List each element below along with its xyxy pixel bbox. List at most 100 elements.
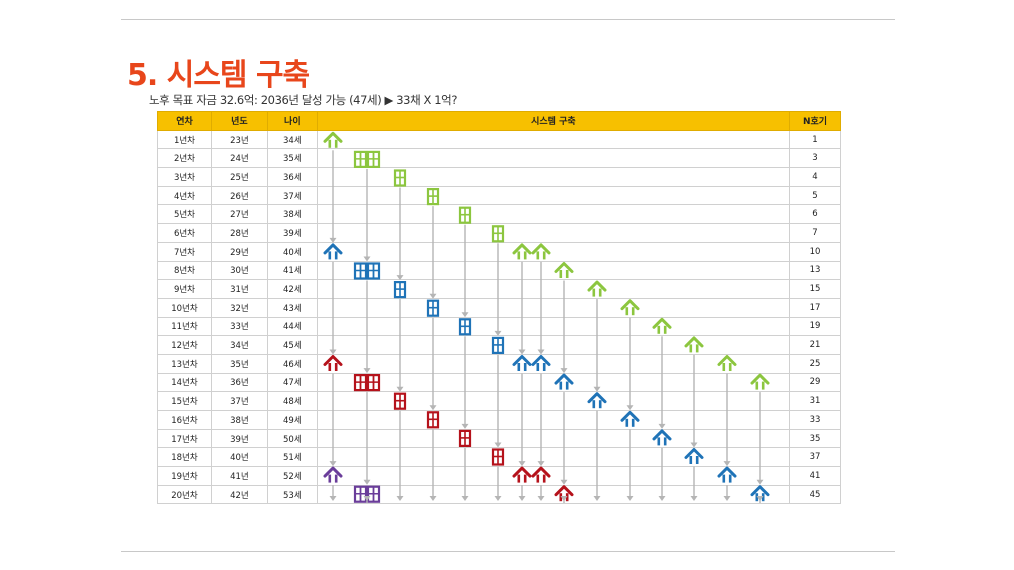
cell-system xyxy=(316,260,791,281)
column-header-age: 나이 xyxy=(266,111,318,131)
cell-age: 48세 xyxy=(266,391,318,411)
cell-system xyxy=(316,204,791,225)
cell-system xyxy=(316,148,791,169)
cell-year-count: 3년차 xyxy=(157,167,212,187)
table-row: 5년차 27년 38세 6 xyxy=(157,204,841,225)
table-row: 1년차 23년 34세 1 xyxy=(157,129,841,150)
cell-unit-count: 7 xyxy=(789,223,841,243)
cell-year: 25년 xyxy=(210,167,268,187)
cell-year-count: 15년차 xyxy=(157,391,212,411)
cell-unit-count: 13 xyxy=(789,260,841,281)
column-header-year-count: 연차 xyxy=(157,111,212,131)
table-header-row: 연차 년도 나이 시스템 구축 N호기 xyxy=(157,111,841,131)
cell-year: 40년 xyxy=(210,447,268,468)
cell-system xyxy=(316,279,791,299)
cell-unit-count: 37 xyxy=(789,447,841,468)
cell-unit-count: 45 xyxy=(789,484,841,505)
cell-age: 44세 xyxy=(266,316,318,337)
cell-system xyxy=(316,466,791,486)
table-row: 8년차 30년 41세 13 xyxy=(157,260,841,281)
cell-year-count: 8년차 xyxy=(157,260,212,281)
cell-unit-count: 5 xyxy=(789,185,841,206)
cell-unit-count: 35 xyxy=(789,428,841,449)
cell-system xyxy=(316,223,791,243)
cell-system xyxy=(316,335,791,355)
cell-unit-count: 29 xyxy=(789,372,841,393)
cell-year-count: 7년차 xyxy=(157,241,212,262)
cell-unit-count: 6 xyxy=(789,204,841,225)
cell-year-count: 5년차 xyxy=(157,204,212,225)
cell-year: 32년 xyxy=(210,297,268,318)
cell-unit-count: 19 xyxy=(789,316,841,337)
cell-system xyxy=(316,391,791,411)
table-row: 10년차 32년 43세 17 xyxy=(157,297,841,318)
cell-year-count: 10년차 xyxy=(157,297,212,318)
cell-year-count: 13년차 xyxy=(157,353,212,374)
cell-year: 26년 xyxy=(210,185,268,206)
cell-age: 46세 xyxy=(266,353,318,374)
cell-age: 50세 xyxy=(266,428,318,449)
cell-year-count: 9년차 xyxy=(157,279,212,299)
table-row: 13년차 35년 46세 25 xyxy=(157,353,841,374)
cell-unit-count: 3 xyxy=(789,148,841,169)
page-subtitle: 노후 목표 자금 32.6억: 2036년 달성 가능 (47세) ▶ 33채 … xyxy=(149,93,458,107)
cell-unit-count: 15 xyxy=(789,279,841,299)
cell-unit-count: 41 xyxy=(789,466,841,486)
cell-year: 30년 xyxy=(210,260,268,281)
cell-system xyxy=(316,372,791,393)
cell-system xyxy=(316,185,791,206)
cell-year: 38년 xyxy=(210,410,268,430)
cell-system xyxy=(316,129,791,150)
table-row: 20년차 42년 53세 45 xyxy=(157,484,841,505)
column-header-unit-count: N호기 xyxy=(789,111,841,131)
cell-year: 23년 xyxy=(210,129,268,150)
cell-year-count: 14년차 xyxy=(157,372,212,393)
cell-age: 39세 xyxy=(266,223,318,243)
table-row: 14년차 36년 47세 29 xyxy=(157,372,841,393)
cell-year: 27년 xyxy=(210,204,268,225)
table-row: 3년차 25년 36세 4 xyxy=(157,167,841,187)
cell-age: 37세 xyxy=(266,185,318,206)
cell-unit-count: 25 xyxy=(789,353,841,374)
cell-age: 34세 xyxy=(266,129,318,150)
cell-year: 35년 xyxy=(210,353,268,374)
cell-unit-count: 31 xyxy=(789,391,841,411)
cell-year: 28년 xyxy=(210,223,268,243)
column-header-year: 년도 xyxy=(210,111,268,131)
cell-system xyxy=(316,316,791,337)
cell-unit-count: 1 xyxy=(789,129,841,150)
table-row: 19년차 41년 52세 41 xyxy=(157,466,841,486)
cell-system xyxy=(316,241,791,262)
cell-year-count: 2년차 xyxy=(157,148,212,169)
cell-year: 39년 xyxy=(210,428,268,449)
page-title: 5. 시스템 구축 xyxy=(127,58,310,93)
cell-year-count: 17년차 xyxy=(157,428,212,449)
cell-year: 37년 xyxy=(210,391,268,411)
cell-system xyxy=(316,484,791,505)
cell-year: 33년 xyxy=(210,316,268,337)
cell-age: 51세 xyxy=(266,447,318,468)
table-row: 17년차 39년 50세 35 xyxy=(157,428,841,449)
cell-unit-count: 33 xyxy=(789,410,841,430)
cell-system xyxy=(316,167,791,187)
cell-age: 45세 xyxy=(266,335,318,355)
cell-year-count: 20년차 xyxy=(157,484,212,505)
cell-system xyxy=(316,428,791,449)
cell-year: 29년 xyxy=(210,241,268,262)
cell-age: 53세 xyxy=(266,484,318,505)
table-row: 15년차 37년 48세 31 xyxy=(157,391,841,411)
cell-unit-count: 4 xyxy=(789,167,841,187)
cell-age: 49세 xyxy=(266,410,318,430)
cell-year-count: 6년차 xyxy=(157,223,212,243)
cell-unit-count: 21 xyxy=(789,335,841,355)
table-row: 11년차 33년 44세 19 xyxy=(157,316,841,337)
system-plan-grid: 연차 년도 나이 시스템 구축 N호기 1년차 23년 34세 1 2년차 24년 35세 3… xyxy=(157,111,841,505)
cell-system xyxy=(316,353,791,374)
cell-age: 41세 xyxy=(266,260,318,281)
cell-system xyxy=(316,447,791,468)
cell-age: 36세 xyxy=(266,167,318,187)
cell-year-count: 12년차 xyxy=(157,335,212,355)
cell-year-count: 11년차 xyxy=(157,316,212,337)
cell-age: 47세 xyxy=(266,372,318,393)
table-row: 18년차 40년 51세 37 xyxy=(157,447,841,468)
